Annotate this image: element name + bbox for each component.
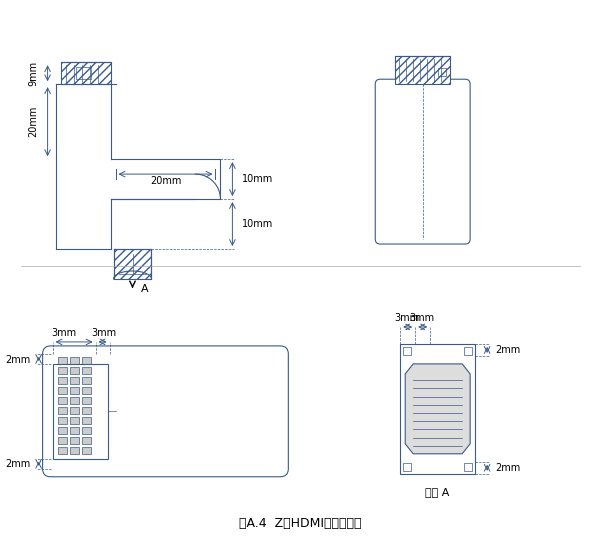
Bar: [70, 417, 79, 424]
Bar: [82, 437, 91, 444]
Bar: [70, 357, 79, 364]
Bar: [58, 387, 67, 394]
Bar: [82, 367, 91, 374]
Bar: [82, 357, 91, 364]
Text: 2mm: 2mm: [5, 459, 31, 469]
Bar: [58, 407, 67, 414]
Bar: [58, 377, 67, 384]
Bar: [438, 68, 446, 76]
Bar: [58, 427, 67, 434]
Text: 2mm: 2mm: [5, 355, 31, 365]
FancyBboxPatch shape: [375, 79, 470, 244]
Text: 10mm: 10mm: [242, 219, 274, 229]
Bar: [53, 364, 107, 459]
Bar: [58, 397, 67, 404]
Bar: [70, 367, 79, 374]
Bar: [70, 397, 79, 404]
Bar: [58, 417, 67, 424]
Bar: [403, 347, 411, 355]
Bar: [70, 377, 79, 384]
Text: 3mm: 3mm: [395, 313, 420, 323]
Bar: [82, 387, 91, 394]
Text: 9mm: 9mm: [29, 60, 38, 86]
Bar: [82, 427, 91, 434]
Text: 10mm: 10mm: [242, 174, 274, 184]
Bar: [82, 417, 91, 424]
Text: 20mm: 20mm: [150, 176, 181, 186]
Text: 3mm: 3mm: [410, 313, 435, 323]
Polygon shape: [405, 364, 470, 454]
Bar: [58, 357, 67, 364]
Text: 3mm: 3mm: [91, 328, 116, 338]
Text: 2mm: 2mm: [495, 345, 520, 355]
Text: 2mm: 2mm: [495, 463, 520, 473]
Bar: [82, 447, 91, 454]
Text: 视图 A: 视图 A: [425, 487, 450, 497]
Bar: [113, 249, 151, 279]
Text: 20mm: 20mm: [29, 106, 38, 137]
Bar: [70, 407, 79, 414]
Text: 3mm: 3mm: [52, 328, 77, 338]
Polygon shape: [400, 344, 475, 474]
Bar: [70, 387, 79, 394]
Bar: [58, 367, 67, 374]
FancyBboxPatch shape: [43, 346, 289, 477]
Bar: [76, 67, 91, 79]
Bar: [464, 347, 472, 355]
Bar: [58, 437, 67, 444]
Text: A: A: [140, 284, 148, 294]
Bar: [403, 463, 411, 471]
Bar: [70, 447, 79, 454]
Bar: [82, 407, 91, 414]
Bar: [70, 427, 79, 434]
Bar: [82, 397, 91, 404]
Text: 图A.4  Z形HDMI转接器尺寸: 图A.4 Z形HDMI转接器尺寸: [239, 517, 362, 530]
Bar: [82, 377, 91, 384]
Bar: [58, 447, 67, 454]
Bar: [464, 463, 472, 471]
Bar: [70, 437, 79, 444]
Bar: [395, 56, 450, 84]
Bar: [61, 62, 110, 84]
